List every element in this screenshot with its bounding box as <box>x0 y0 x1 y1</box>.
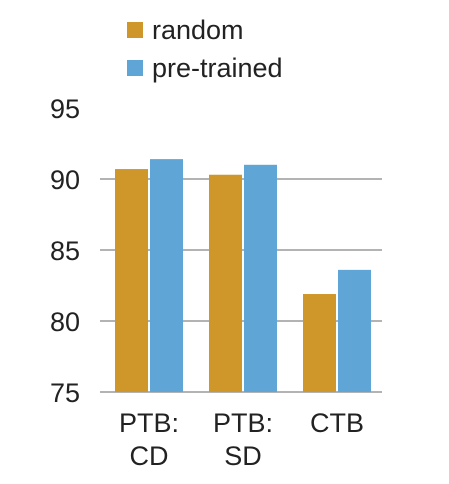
x-tick-label-1-1: SD <box>224 441 262 471</box>
bar-random-2 <box>303 294 336 392</box>
legend-swatch-pre-trained <box>127 60 143 76</box>
y-tick-label-80: 80 <box>50 307 80 337</box>
bar-pre-trained-2 <box>338 269 371 392</box>
y-tick-label-75: 75 <box>50 378 80 408</box>
y-axis-ticks: 95 90 85 80 75 <box>50 94 80 408</box>
y-tick-label-90: 90 <box>50 165 80 195</box>
legend-label-random: random <box>152 15 244 45</box>
x-tick-label-1-0: PTB: <box>213 408 273 438</box>
y-tick-label-95: 95 <box>50 94 80 124</box>
bar-random-0 <box>115 169 148 392</box>
y-tick-label-85: 85 <box>50 236 80 266</box>
bars <box>115 159 371 392</box>
x-tick-label-0-0: PTB: <box>119 408 179 438</box>
bar-pre-trained-0 <box>150 159 183 392</box>
bar-random-1 <box>209 174 242 392</box>
legend-swatch-random <box>127 22 143 38</box>
x-tick-label-0-1: CD <box>130 441 169 471</box>
bar-pre-trained-1 <box>244 164 277 392</box>
legend-label-pre-trained: pre-trained <box>152 53 283 83</box>
legend: random pre-trained <box>127 15 283 83</box>
x-tick-label-2-0: CTB <box>310 408 364 438</box>
